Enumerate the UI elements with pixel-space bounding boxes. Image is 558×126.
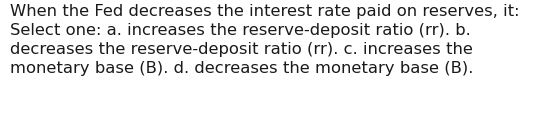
Text: When the Fed decreases the interest rate paid on reserves, it:
Select one: a. in: When the Fed decreases the interest rate… <box>10 4 519 76</box>
